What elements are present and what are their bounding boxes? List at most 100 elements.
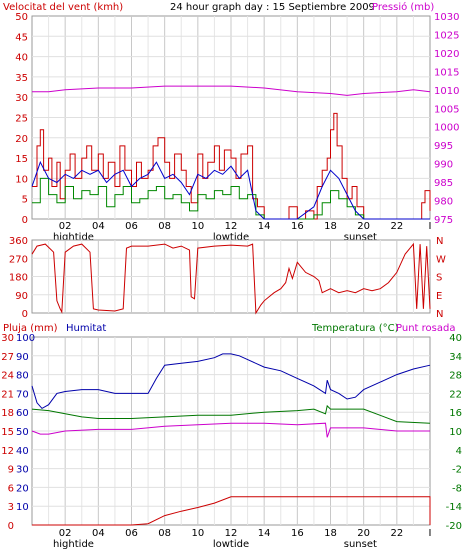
x-tick-label: 06: [125, 221, 138, 232]
x-tick-label: 10: [191, 221, 204, 232]
compass-tick: N: [436, 309, 443, 320]
humidity-y-tick: 50: [16, 427, 29, 438]
rain-y-tick: 6: [8, 483, 14, 494]
x-tick-label: 18: [324, 528, 337, 539]
rain-label: Pluja (mm): [3, 323, 58, 334]
rain-y-tick: 12: [1, 446, 14, 457]
wind-y-axis: 0 5 10 15 20 25 30 35 40 45 50: [15, 12, 28, 226]
x-tick-label: 08: [158, 528, 171, 539]
temperature-y-tick: 10: [449, 427, 462, 438]
rain-y-tick: 27: [1, 352, 14, 363]
humidity-y-tick: 100: [16, 333, 35, 344]
x-tick-label: 18: [324, 221, 337, 232]
x-tick-label: 16: [291, 528, 304, 539]
wind-y-tick: 5: [22, 195, 28, 206]
dewpoint-label: Punt rosada: [396, 323, 455, 334]
pressure-y-tick: 985: [434, 178, 453, 189]
tide-label: sunset: [344, 232, 377, 243]
pressure-y-tick: 1030: [434, 12, 459, 23]
rain-y-tick: 21: [1, 389, 14, 400]
humidity-label: Humitat: [66, 323, 106, 334]
wind-direction-line: [31, 242, 431, 315]
temperature-line: [31, 404, 431, 424]
compass-tick: N: [436, 236, 443, 247]
humidity-line: [31, 353, 431, 410]
wind-average-line: [31, 160, 430, 220]
wind-chart-series: [31, 85, 431, 220]
rain-y-tick: 18: [1, 408, 14, 419]
x-tick-label: I: [429, 221, 432, 232]
wind-speed-line: [32, 112, 431, 220]
pressure-y-tick: 1015: [434, 67, 459, 78]
humidity-y-tick: 80: [16, 371, 29, 382]
humidity-y-tick: 90: [16, 352, 29, 363]
wind-y-tick: 15: [15, 154, 28, 165]
direction-chart-grid: [32, 240, 430, 313]
pressure-line: [32, 85, 431, 96]
humidity-y-tick: 40: [16, 446, 29, 457]
temperature-y-tick: 22: [449, 389, 462, 400]
compass-tick: W: [436, 254, 446, 265]
tide-label: lowtide: [213, 232, 249, 243]
direction-y-axis: 0 90 180 270 360: [9, 236, 28, 320]
wind-y-tick: 0: [22, 215, 28, 226]
temperature-y-tick: -2: [452, 465, 462, 476]
humidity-y-tick: 20: [16, 483, 29, 494]
pressure-y-tick: 995: [434, 141, 453, 152]
bottom-chart-series: [31, 353, 431, 526]
wind-y-tick: 10: [15, 174, 28, 185]
compass-tick: E: [436, 291, 442, 302]
rain-line: [32, 496, 431, 526]
pressure-y-tick: 1025: [434, 30, 459, 41]
x-tick-label: 14: [258, 528, 271, 539]
temperature-y-tick: 34: [449, 352, 462, 363]
humidity-y-tick: 70: [16, 389, 29, 400]
x-tick-label: I: [429, 528, 432, 539]
chart-title: 24 hour graph day : 15 Septiembre 2009: [170, 2, 375, 13]
temperature-y-axis: -20 -14 -8 -2 4 10 16 22 28 34 40: [446, 333, 462, 532]
tide-label: sunset: [344, 539, 377, 550]
tide-label: hightide: [53, 539, 94, 550]
x-tick-label: 04: [92, 221, 105, 232]
pressure-y-axis: 975 980 985 990 995 1000 1005 1010 1015 1020 1025 1…: [434, 12, 459, 226]
tide-label: hightide: [53, 232, 94, 243]
rain-y-tick: 15: [1, 427, 14, 438]
x-tick-label: 22: [390, 221, 403, 232]
rain-y-tick: 3: [8, 502, 14, 513]
pressure-y-tick: 1020: [434, 49, 459, 60]
x-tick-label: 04: [92, 528, 105, 539]
direction-y-tick: 180: [9, 273, 28, 284]
wind-label: Velocitat del vent (kmh): [3, 2, 123, 13]
wind-y-tick: 40: [15, 53, 28, 64]
tide-label: lowtide: [213, 539, 249, 550]
wind-gust-line: [32, 177, 430, 220]
x-tick-label: 14: [258, 221, 271, 232]
temperature-y-tick: 28: [449, 371, 462, 382]
temperature-y-tick: -8: [452, 483, 462, 494]
rain-y-tick: 0: [8, 521, 14, 532]
humidity-y-tick: 60: [16, 408, 29, 419]
temperature-y-tick: 40: [449, 333, 462, 344]
wind-y-tick: 45: [15, 32, 28, 43]
temperature-label: Temperatura (°C): [311, 323, 399, 334]
pressure-y-tick: 1010: [434, 86, 459, 97]
x-tick-label: 12: [225, 528, 238, 539]
x-tick-label: 20: [357, 221, 370, 232]
x-tick-label: 02: [59, 221, 72, 232]
compass-tick: S: [436, 273, 442, 284]
rain-y-tick: 9: [8, 465, 14, 476]
humidity-y-axis: 10 20 30 40 50 60 70 80 90 100: [16, 333, 35, 513]
pressure-y-tick: 990: [434, 160, 453, 171]
rain-y-tick: 30: [1, 333, 14, 344]
rain-y-axis: 0 3 6 9 12 15 18 21 24 27 30: [1, 333, 14, 532]
temperature-y-tick: 16: [449, 408, 462, 419]
pressure-y-tick: 1000: [434, 123, 459, 134]
temperature-y-tick: -14: [446, 502, 462, 513]
x-tick-label: 16: [291, 221, 304, 232]
rain-y-tick: 24: [1, 371, 14, 382]
